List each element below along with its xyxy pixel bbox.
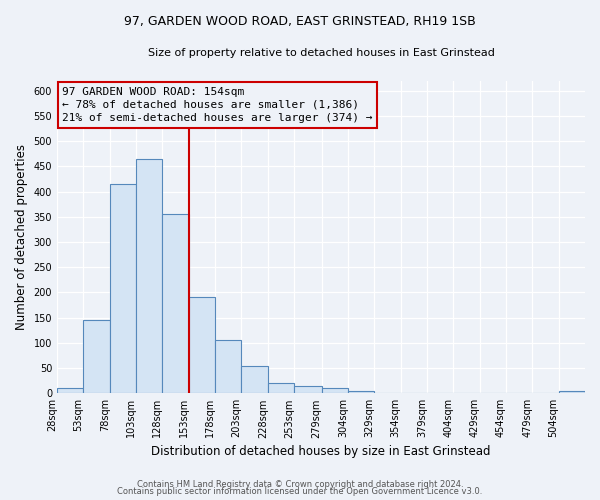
- Bar: [83, 320, 110, 394]
- Y-axis label: Number of detached properties: Number of detached properties: [15, 144, 28, 330]
- Bar: [268, 383, 294, 394]
- Text: 97, GARDEN WOOD ROAD, EAST GRINSTEAD, RH19 1SB: 97, GARDEN WOOD ROAD, EAST GRINSTEAD, RH…: [124, 15, 476, 28]
- Text: 97 GARDEN WOOD ROAD: 154sqm
← 78% of detached houses are smaller (1,386)
21% of : 97 GARDEN WOOD ROAD: 154sqm ← 78% of det…: [62, 87, 373, 123]
- Bar: [110, 184, 136, 394]
- Bar: [136, 158, 163, 394]
- Text: Contains public sector information licensed under the Open Government Licence v3: Contains public sector information licen…: [118, 487, 482, 496]
- Bar: [163, 214, 189, 394]
- Bar: [215, 340, 241, 394]
- Text: Contains HM Land Registry data © Crown copyright and database right 2024.: Contains HM Land Registry data © Crown c…: [137, 480, 463, 489]
- Bar: [189, 298, 215, 394]
- Bar: [57, 388, 83, 394]
- Bar: [241, 366, 268, 394]
- Bar: [348, 391, 374, 394]
- Bar: [559, 391, 585, 394]
- Bar: [322, 388, 348, 394]
- X-axis label: Distribution of detached houses by size in East Grinstead: Distribution of detached houses by size …: [151, 444, 491, 458]
- Title: Size of property relative to detached houses in East Grinstead: Size of property relative to detached ho…: [148, 48, 494, 58]
- Bar: [294, 386, 322, 394]
